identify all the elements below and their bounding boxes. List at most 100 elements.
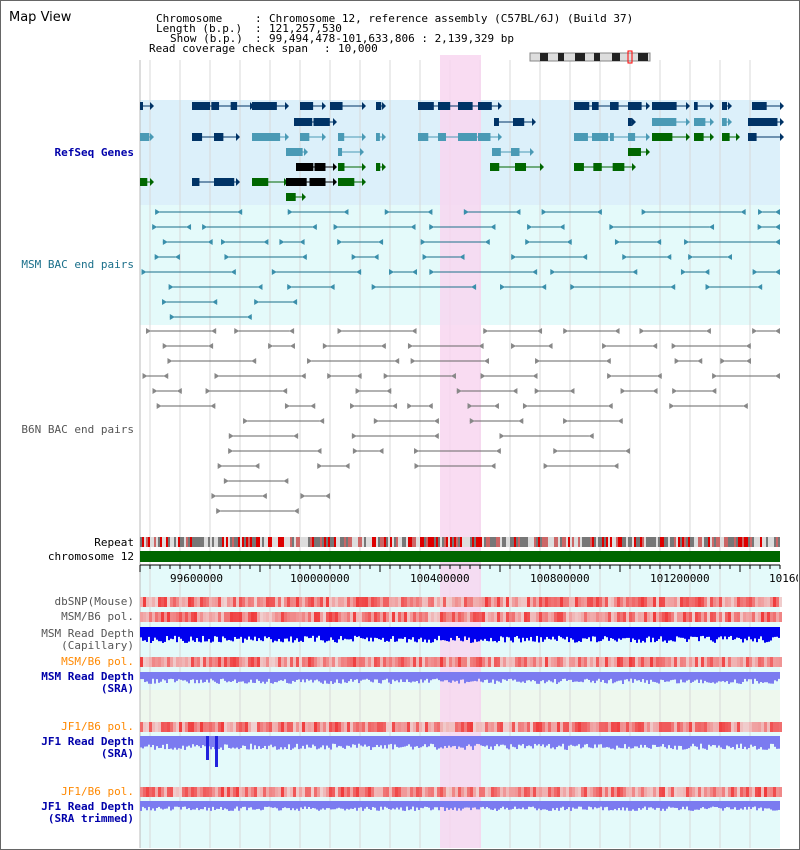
depth-bar <box>678 627 680 638</box>
pol-heat-cell <box>326 657 329 667</box>
gene-exon <box>211 102 220 110</box>
depth-bar <box>215 736 218 767</box>
depth-bar <box>336 627 338 643</box>
pol-heat-cell <box>374 722 377 732</box>
depth-bar <box>684 672 686 683</box>
bac-end-marker <box>522 403 528 409</box>
pol-heat-cell <box>539 612 542 622</box>
depth-bar <box>400 736 402 748</box>
repeat-segment <box>258 537 260 547</box>
depth-bar <box>550 801 552 811</box>
depth-bar <box>676 627 678 637</box>
depth-bar <box>500 736 502 745</box>
depth-bar <box>322 672 324 684</box>
gene-exon <box>330 102 343 110</box>
repeat-segment <box>346 537 348 547</box>
dbsnp-heat-cell <box>410 597 413 607</box>
depth-bar <box>160 627 162 642</box>
pol-heat-cell <box>761 612 764 622</box>
track-label-repeat[interactable]: Repeat <box>94 536 134 549</box>
dbsnp-heat-cell <box>152 597 155 607</box>
track-label-jf1-depth-sra[interactable]: JF1 Read Depth <box>41 735 134 748</box>
repeat-segment <box>522 537 524 547</box>
depth-bar <box>598 672 600 679</box>
bac-end-marker <box>775 328 780 334</box>
pol-heat-cell <box>464 657 467 667</box>
pol-heat-cell <box>338 657 341 667</box>
depth-bar <box>338 672 340 684</box>
pol-heat-cell <box>530 722 533 732</box>
depth-bar <box>364 627 366 640</box>
dbsnp-heat-cell <box>470 597 473 607</box>
bac-end-marker <box>553 448 559 454</box>
bac-end-marker <box>356 269 362 275</box>
depth-bar <box>234 627 236 637</box>
pol-heat-cell <box>356 612 359 622</box>
pol-heat-cell <box>557 657 560 667</box>
depth-bar <box>562 736 564 744</box>
depth-bar <box>298 736 300 750</box>
bac-end-marker <box>350 403 356 409</box>
depth-bar <box>310 736 312 748</box>
depth-bar <box>382 627 384 638</box>
pol-heat-cell <box>245 722 248 732</box>
depth-bar <box>172 801 174 810</box>
depth-bar <box>218 627 220 642</box>
depth-bar <box>632 736 634 749</box>
depth-bar <box>778 801 780 810</box>
depth-bar <box>526 672 528 681</box>
depth-bar <box>532 672 534 680</box>
depth-bar <box>192 672 194 680</box>
repeat-segment <box>654 537 656 547</box>
depth-bar <box>752 672 754 684</box>
repeat-segment <box>402 537 404 547</box>
pol-heat-cell <box>701 787 704 797</box>
bac-end-marker <box>639 328 645 334</box>
depth-bar <box>354 672 356 680</box>
pol-heat-cell <box>488 722 491 732</box>
pol-heat-cell <box>329 787 332 797</box>
track-label-msm-bac[interactable]: MSM BAC end pairs <box>21 258 134 271</box>
track-label-dbsnp[interactable]: dbSNP(Mouse) <box>54 595 134 608</box>
depth-bar <box>454 801 456 808</box>
depth-bar <box>770 627 772 641</box>
depth-bar <box>680 672 682 680</box>
track-label-jf1-pol-1[interactable]: JF1/B6 pol. <box>61 720 134 733</box>
pol-heat-cell <box>407 657 410 667</box>
track-label-jf1-pol-2[interactable]: JF1/B6 pol. <box>61 785 134 798</box>
repeat-segment <box>214 537 216 547</box>
track-label-msm-pol-1[interactable]: MSM/B6 pol. <box>61 610 134 623</box>
track-label-refseq[interactable]: RefSeq Genes <box>54 146 134 159</box>
depth-bar <box>640 736 642 745</box>
track-label-msm-depth-sra[interactable]: MSM Read Depth <box>41 670 134 683</box>
pol-heat-cell <box>320 787 323 797</box>
depth-bar <box>688 736 690 749</box>
depth-bar <box>362 627 364 639</box>
track-label-msm-depth-capillary[interactable]: MSM Read Depth <box>41 627 134 640</box>
pol-heat-cell <box>470 722 473 732</box>
track-label-jf1-depth-trimmed[interactable]: JF1 Read Depth <box>41 800 134 813</box>
pol-heat-cell <box>467 612 470 622</box>
pol-heat-cell <box>596 787 599 797</box>
repeat-segment <box>338 537 340 547</box>
bac-end-marker <box>684 239 690 245</box>
track-label-msm-pol-2[interactable]: MSM/B6 pol. <box>61 655 134 668</box>
track-label-b6n-bac[interactable]: B6N BAC end pairs <box>21 423 134 436</box>
track-label-chromosome[interactable]: chromosome 12 <box>47 550 134 563</box>
gene-exon <box>286 148 303 156</box>
pol-heat-cell <box>317 612 320 622</box>
repeat-segment <box>234 537 236 547</box>
depth-bar <box>288 736 290 745</box>
depth-bar <box>638 801 640 809</box>
repeat-segment <box>636 537 638 547</box>
depth-bar <box>438 672 440 681</box>
depth-bar <box>614 672 616 683</box>
pol-heat-cell <box>659 657 662 667</box>
depth-bar <box>758 672 760 684</box>
depth-bar <box>294 672 296 682</box>
pol-heat-cell <box>668 612 671 622</box>
pol-heat-cell <box>386 787 389 797</box>
depth-bar <box>278 801 280 811</box>
bac-end-marker <box>373 254 379 260</box>
